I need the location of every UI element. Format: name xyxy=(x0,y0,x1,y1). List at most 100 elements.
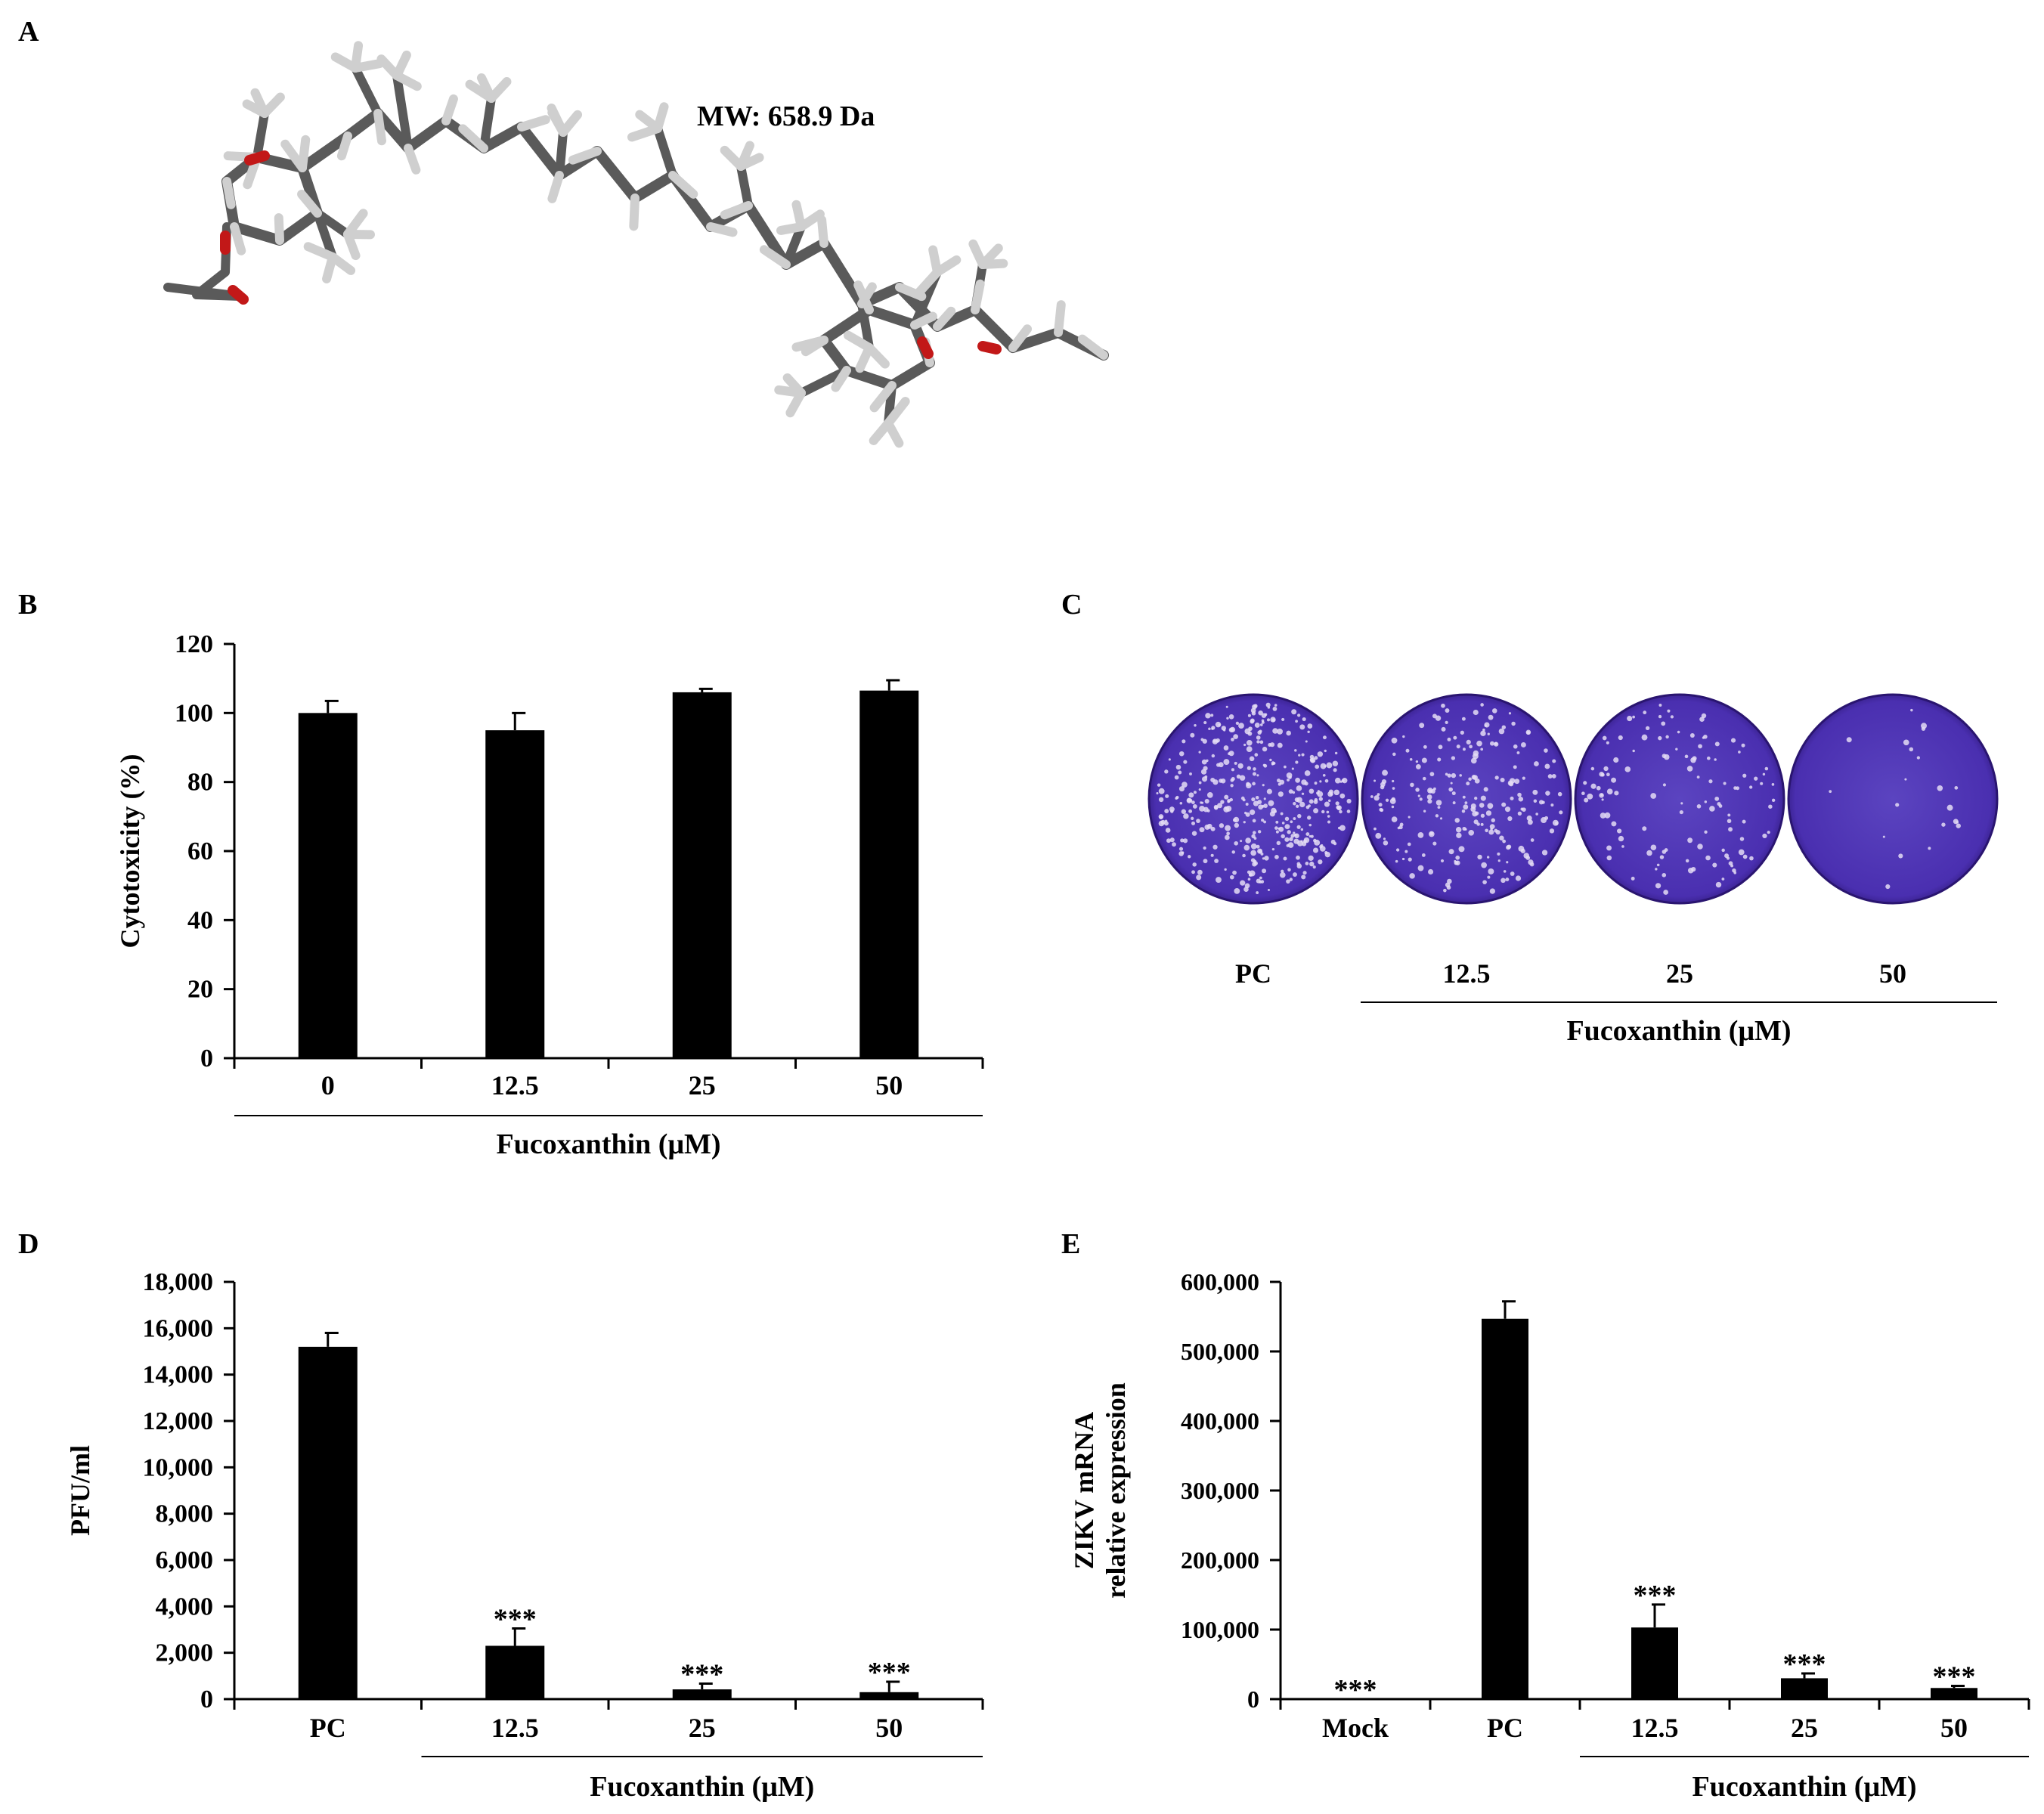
plaque-assay-wells: PC 12.5 25 50 Fucoxanthin (μM) xyxy=(1147,693,1999,1047)
plaque-spot xyxy=(1482,880,1487,884)
plaque-spot xyxy=(1336,805,1342,811)
plaque-spot xyxy=(1231,738,1234,741)
ester-group xyxy=(163,222,245,301)
plaque-spot xyxy=(1296,855,1300,860)
plaque-spot xyxy=(1312,865,1316,869)
plaque-spot xyxy=(1503,870,1507,873)
methyl-bond xyxy=(479,94,496,153)
plaque-spot xyxy=(1183,760,1188,764)
plaque-spot xyxy=(1294,833,1299,839)
plaque-spot xyxy=(1518,796,1524,802)
plaque-spot xyxy=(1300,840,1303,843)
plaque-spot xyxy=(1317,751,1324,757)
bar xyxy=(1482,1318,1528,1699)
plaque-spot xyxy=(1686,766,1693,772)
plaque-spot xyxy=(1303,837,1310,844)
plaque-spot xyxy=(1708,779,1713,784)
plaque-spot xyxy=(1164,819,1168,823)
plaque-spot xyxy=(1221,726,1226,731)
plaque-spot xyxy=(1941,822,1946,827)
plaque-spot xyxy=(1245,837,1251,844)
plaque-spot xyxy=(1664,848,1668,852)
plaque-spot xyxy=(1445,720,1448,725)
plaque-spot xyxy=(1704,830,1708,834)
plaque-spot xyxy=(1487,875,1491,879)
plaque-spot xyxy=(1224,794,1229,800)
plaque-spot xyxy=(1392,752,1396,757)
plaque-spot xyxy=(1437,757,1442,762)
plaque-spot xyxy=(1225,805,1232,812)
plaque-spot xyxy=(1239,775,1246,781)
plaque-spot xyxy=(1197,869,1203,875)
plaque-spot xyxy=(1679,809,1683,815)
hydrogen-bond xyxy=(404,144,421,175)
plaque-spot xyxy=(1921,726,1926,731)
plaque-spot xyxy=(1631,876,1635,881)
plaque-spot xyxy=(1502,839,1507,844)
plaque-spot xyxy=(1238,723,1244,729)
plaque-spot xyxy=(1213,804,1219,809)
oxygen-atom xyxy=(917,336,934,359)
y-tick-label: 500,000 xyxy=(1181,1338,1259,1365)
plaque-spot xyxy=(1455,826,1462,833)
plaque-spot xyxy=(1263,797,1266,800)
bar xyxy=(1781,1678,1828,1699)
plaque-spot xyxy=(1296,804,1299,808)
plaque-spot xyxy=(1885,884,1891,890)
plaque-spot xyxy=(1188,855,1191,859)
plaque-spot xyxy=(1254,722,1260,728)
plaque-spot xyxy=(1455,855,1460,860)
plaque-spot xyxy=(1278,826,1284,832)
plaque-spot xyxy=(1169,837,1175,843)
plaque-spot xyxy=(1476,740,1482,747)
plaque-spot xyxy=(1193,791,1197,794)
plaque-spot xyxy=(1455,860,1460,865)
plaque-spot xyxy=(1650,793,1657,799)
plaque-spot xyxy=(1421,853,1426,857)
plaque-spot xyxy=(1530,838,1535,842)
plaque-spot xyxy=(1549,828,1555,834)
hydrogen-bond xyxy=(351,41,364,73)
plaque-spot xyxy=(1256,844,1260,849)
plaque-spot xyxy=(1237,763,1243,769)
plaque-spot xyxy=(1314,839,1321,846)
plaque-spot xyxy=(1191,816,1194,821)
hydrogen-bond xyxy=(343,230,361,261)
plaque-spot xyxy=(1532,789,1538,795)
y-tick-label: 60 xyxy=(187,837,213,865)
plaque-spot xyxy=(1506,861,1509,864)
plaque-spot xyxy=(1706,756,1711,760)
plaque-spot xyxy=(1247,714,1251,717)
plaque-spot xyxy=(1704,800,1708,803)
plaque-spot xyxy=(1662,873,1667,878)
plaque-spot xyxy=(1514,779,1520,785)
plaque-spot xyxy=(1225,825,1231,831)
hydrogen-bond xyxy=(720,201,753,220)
plaque-spot xyxy=(1232,818,1237,822)
plaque-spot xyxy=(1662,783,1667,787)
plaque-spot xyxy=(1317,791,1324,797)
plaque-spot xyxy=(1382,769,1388,776)
plaque-spot xyxy=(1415,764,1421,769)
plaque-spot xyxy=(1256,740,1260,744)
y-tick-label: 20 xyxy=(187,976,213,1004)
plaque-spot xyxy=(1453,735,1457,740)
plaque-spot xyxy=(1482,728,1485,732)
hydrogen-bond xyxy=(791,336,828,352)
plaque-spot xyxy=(1509,778,1516,784)
plaque-spot xyxy=(1435,814,1439,818)
plaque-spot xyxy=(1497,852,1500,856)
plaque-spot xyxy=(1288,789,1293,794)
plaque-spot xyxy=(1178,847,1184,851)
plaque-spot xyxy=(1515,875,1522,881)
carbon-backbone xyxy=(297,108,1109,361)
plaque-spot xyxy=(1224,868,1227,871)
plaque-spot xyxy=(1305,740,1308,743)
panel-letter-d: D xyxy=(18,1228,39,1260)
hydrogen-bond xyxy=(458,124,488,153)
bar xyxy=(672,692,732,1058)
zikv-mrna-bar-chart: 0 100,000 200,000 300,000 400,000 500,000 600,… xyxy=(1069,1268,2030,1803)
plaque-spot xyxy=(1701,713,1707,719)
hydrogen-bond xyxy=(706,222,738,237)
plaque-spot xyxy=(1178,751,1185,757)
